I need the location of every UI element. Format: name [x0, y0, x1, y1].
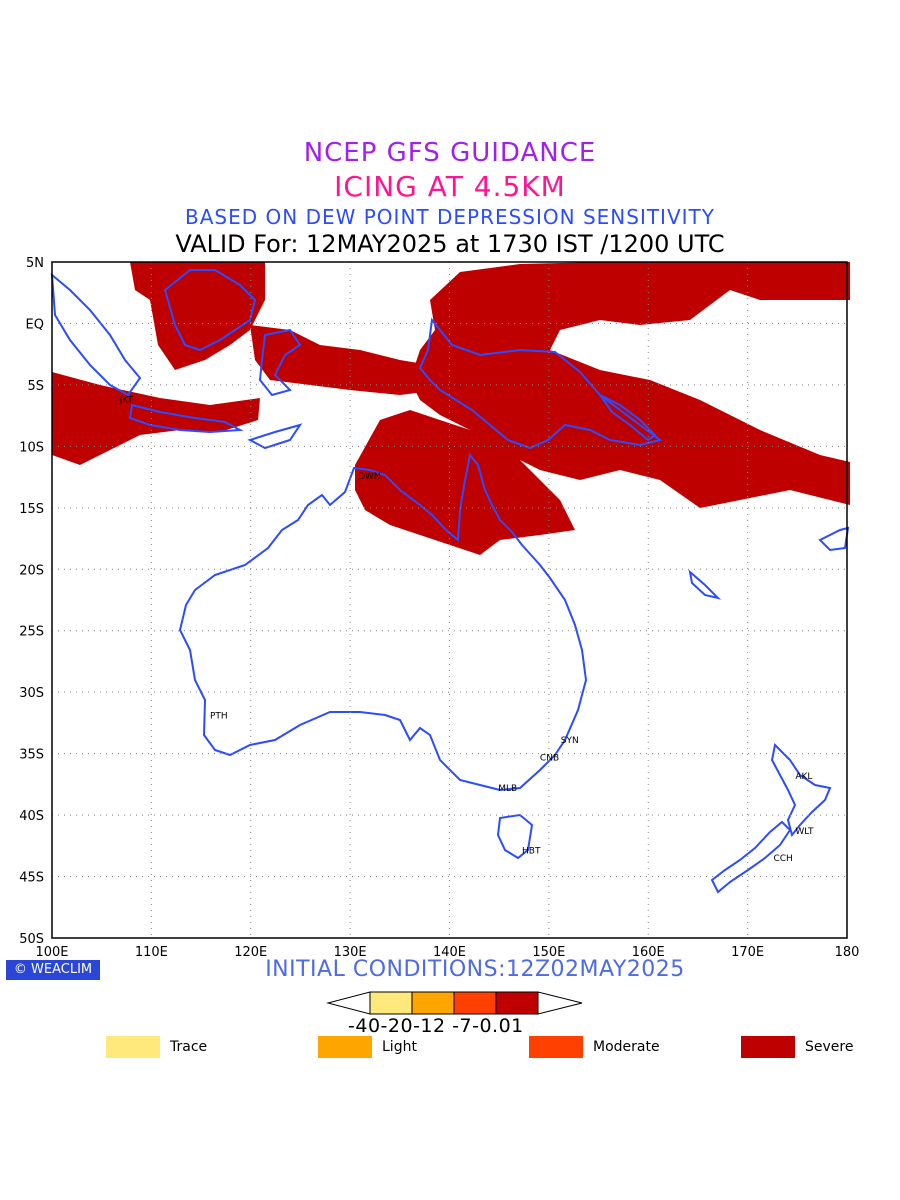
colorbar-segment-trace: [369, 991, 413, 1015]
y-tick-label: 40S: [19, 809, 44, 824]
severe-icing-regions: [52, 262, 850, 555]
colorbar-labels: -40-20-12 -7-0.01: [348, 1015, 524, 1037]
title-line-2: ICING AT 4.5KM: [334, 170, 566, 203]
colorbar-segment-severe: [495, 991, 539, 1015]
x-tick-label: 150E: [532, 945, 565, 960]
colorbar-segment-moderate: [453, 991, 497, 1015]
y-tick-label: 45S: [19, 871, 44, 886]
legend-swatch-moderate: [529, 1036, 583, 1058]
icing-region-northwest: [130, 262, 265, 370]
map-frame: [51, 261, 848, 939]
north-island-nz-coastline: [770, 742, 832, 838]
city-label-hbt: HBT: [522, 847, 541, 857]
weaclim-logo: © WEACLIM: [6, 960, 100, 980]
y-tick-label: EQ: [26, 317, 44, 332]
borneo-coastline: [163, 269, 257, 352]
city-label-akl: AKL: [795, 772, 812, 782]
y-tick-label: 50S: [19, 932, 44, 947]
legend-label-light: Light: [382, 1039, 417, 1055]
y-axis-labels: 5N EQ 5S 10S 15S 20S 25S 30S 35S 40S 45S 50S: [19, 256, 44, 947]
sumatra-coastline: [50, 272, 142, 397]
x-tick-label: 100E: [35, 945, 68, 960]
legend-swatch-severe: [741, 1036, 795, 1058]
new-caledonia-coastline: [688, 569, 722, 600]
city-label-pth: PTH: [210, 712, 228, 722]
y-tick-label: 5S: [27, 379, 44, 394]
y-tick-label: 15S: [19, 502, 44, 517]
grid-lines: [52, 262, 847, 938]
city-label-syn: SYN: [561, 736, 579, 746]
legend-label-severe: Severe: [805, 1039, 854, 1055]
australia-coastline: [178, 452, 588, 792]
x-tick-label: 140E: [433, 945, 466, 960]
timor-coastline: [247, 423, 303, 450]
city-label-cch: CCH: [773, 854, 792, 864]
y-tick-label: 10S: [19, 440, 44, 455]
city-label-jkt: JKT: [119, 396, 134, 406]
y-tick-label: 35S: [19, 748, 44, 763]
weaclim-logo-text: WEACLIM: [31, 962, 93, 977]
south-island-nz-coastline: [710, 820, 792, 894]
x-tick-label: 180: [835, 945, 860, 960]
solomon-islands-coastline: [599, 394, 657, 442]
icing-region-north-east: [740, 262, 850, 298]
x-axis-labels: 100E 110E 120E 130E 140E 150E 160E 170E 180: [35, 945, 859, 960]
y-tick-label: 25S: [19, 625, 44, 640]
y-tick-label: 5N: [26, 256, 44, 271]
city-label-wlt: WLT: [795, 827, 814, 837]
legend-label-moderate: Moderate: [593, 1039, 660, 1055]
tasmania-coastline: [496, 813, 534, 860]
colorbar-right-arrow: [537, 991, 583, 1015]
x-tick-label: 170E: [731, 945, 764, 960]
java-coastline: [128, 403, 244, 434]
title-line-1: NCEP GFS GUIDANCE: [303, 138, 597, 168]
x-tick-label: 130E: [334, 945, 367, 960]
y-tick-label: 30S: [19, 686, 44, 701]
initial-conditions: INITIAL CONDITIONS:12Z02MAY2025: [265, 957, 685, 982]
city-label-cnb: CNB: [540, 753, 559, 763]
colorbar-left-arrow: [326, 991, 371, 1015]
colorbar-segment-light: [411, 991, 455, 1015]
legend-swatch-trace: [106, 1036, 160, 1058]
sulawesi-coastline: [258, 328, 302, 397]
coastlines: [50, 269, 850, 894]
title-line-3: BASED ON DEW POINT DEPRESSION SENSITIVIT…: [185, 205, 715, 229]
city-label-dwn: DWN: [358, 472, 381, 482]
colorbar: [326, 991, 583, 1015]
city-label-mlb: MLB: [498, 784, 517, 794]
x-tick-label: 110E: [135, 945, 168, 960]
icing-region-celebes: [250, 325, 440, 395]
copyright-icon: ©: [13, 962, 27, 977]
x-tick-label: 120E: [234, 945, 267, 960]
valid-time: VALID For: 12MAY2025 at 1730 IST /1200 U…: [175, 230, 725, 258]
legend-label-trace: Trace: [170, 1039, 208, 1055]
fiji-coastline: [818, 526, 850, 552]
icing-region-java-sea: [52, 372, 260, 465]
new-guinea-coastline: [418, 317, 663, 450]
x-tick-label: 160E: [632, 945, 665, 960]
legend-swatch-light: [318, 1036, 372, 1058]
y-tick-label: 20S: [19, 563, 44, 578]
